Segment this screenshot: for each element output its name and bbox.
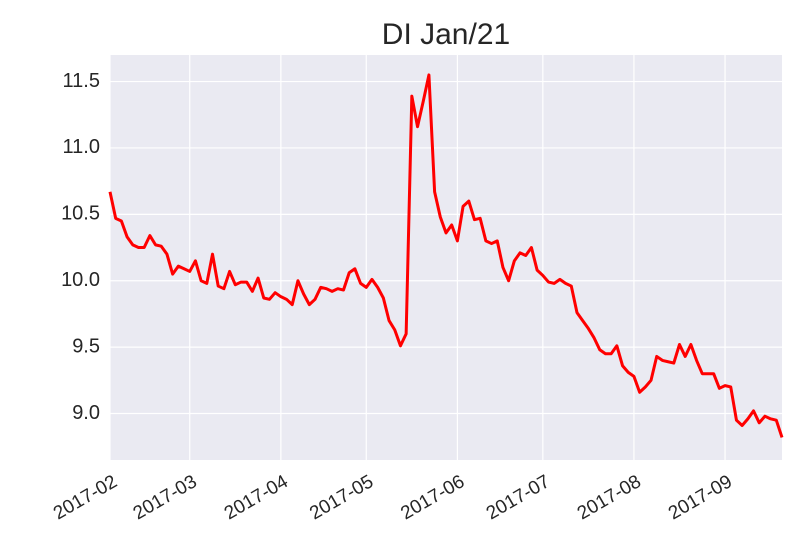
grid [109,55,782,460]
marks [108,73,784,438]
y-tick-label: 9.0 [72,402,100,424]
data-line [108,73,784,438]
x-tick-label: 2017-07 [483,471,554,524]
y-tick-label: 11.0 [63,136,100,158]
x-tick-label: 2017-02 [50,471,121,524]
x-tick-label: 2017-04 [221,471,292,524]
x-tick-label: 2017-08 [574,471,645,524]
x-tick-label: 2017-09 [665,471,736,524]
x-tick-label: 2017-05 [306,471,377,524]
y-tick-label: 10.5 [61,203,100,225]
x-tick-label: 2017-06 [397,471,468,524]
chart-title: DI Jan/21 [382,18,510,51]
y-tick-label: 11.5 [63,70,100,92]
y-tick-label: 10.0 [61,269,100,291]
plot-background [110,55,782,460]
y-tick-label: 9.5 [72,335,100,357]
x-tick-label: 2017-03 [130,471,201,524]
